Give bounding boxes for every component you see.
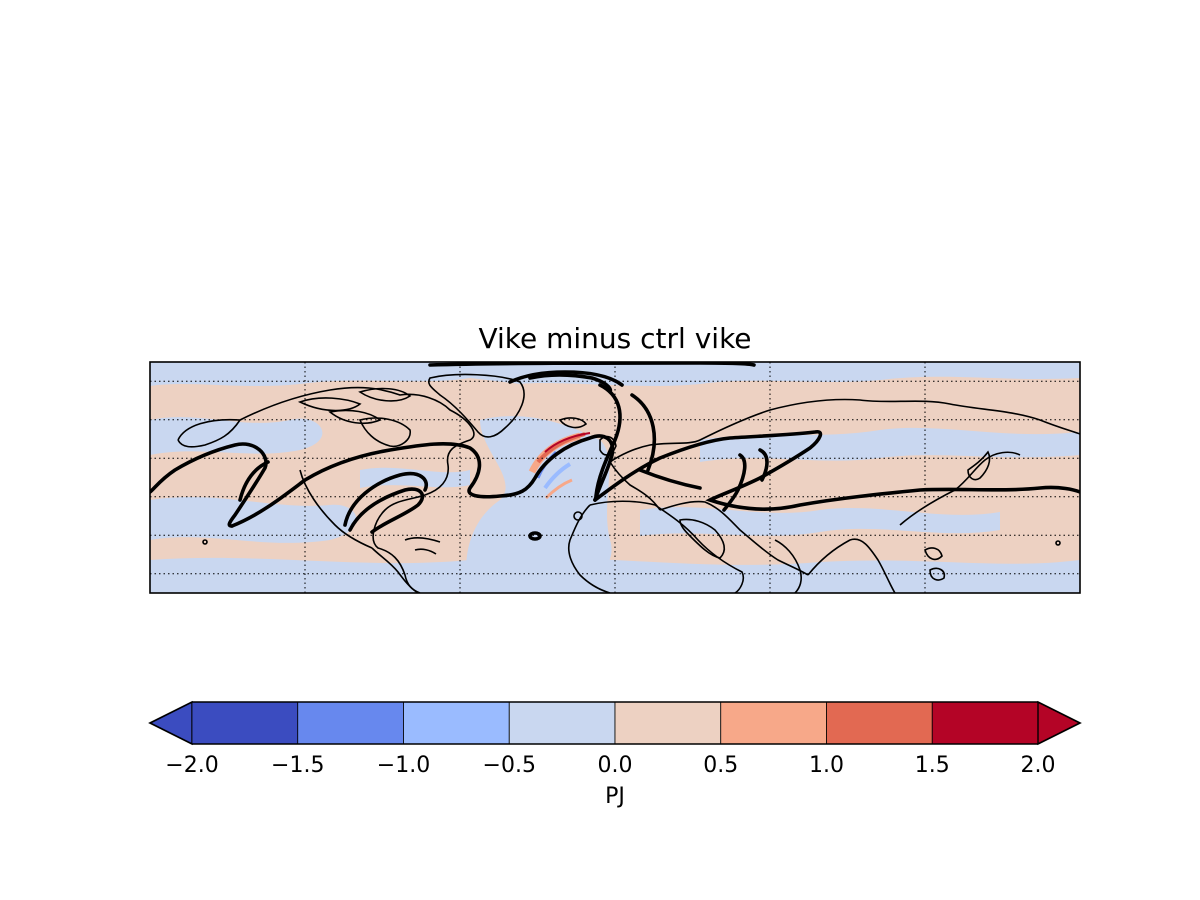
jet-contour [343,471,428,527]
colorbar: −2.0 −1.5 −1.0 −0.5 0.0 0.5 1.0 1.5 2.0 [148,700,1082,778]
negative-anomaly-region [640,507,1000,536]
colorbar-segment [931,701,1039,745]
jet-contours [150,362,1080,541]
jet-contour [593,429,1080,511]
colorbar-tick-label: −1.0 [377,753,430,778]
map-panel [149,361,1081,594]
colorbar-tick-label: 0.0 [598,753,633,778]
jet-contour [508,370,624,387]
positive-anomaly-streak [544,478,573,500]
colorbar-tick-label: −0.5 [483,753,536,778]
map-gridlines [150,362,1080,593]
map-frame [149,361,1081,594]
colorbar-tick-label: −2.0 [165,753,218,778]
negative-anomaly-region [700,427,1080,462]
colorbar-segment [297,701,404,745]
colorbar-segment [614,701,722,745]
colorbar-tick-label: −1.5 [271,753,324,778]
colorbar-tick-label: 1.0 [809,753,844,778]
jet-contour [428,362,756,367]
colorbar-segments [148,700,1082,746]
negative-anomaly-region [150,497,357,543]
jet-contour [348,487,425,534]
colorbar-tick-label: 2.0 [1021,753,1056,778]
jet-contour [638,468,702,490]
jet-contour [230,434,615,528]
colorbar-segment [191,701,299,745]
colorbar-tick-label: 0.5 [703,753,738,778]
jet-contour [150,442,268,528]
chart-title: Vike minus ctrl vike [478,322,752,355]
jet-contour [528,373,613,394]
colorbar-segment [720,701,827,745]
colorbar-outline [148,701,1082,745]
strong-positive-anomaly-streak [544,432,591,453]
colorbar-segment [508,701,616,745]
colorbar-extend-over [1037,700,1082,746]
jet-contour [630,393,656,472]
negative-anomaly-region [150,417,323,455]
jet-contour [758,448,769,482]
negative-anomaly-streak [543,462,572,490]
colorbar-extend-under [148,700,193,746]
negative-anomaly-region [466,416,612,593]
jet-contour [722,453,747,512]
jet-contour [528,531,542,541]
colorbar-segment [826,701,933,745]
colorbar-label: PJ [605,784,625,809]
colorbar-tick-labels: −2.0 −1.5 −1.0 −0.5 0.0 0.5 1.0 1.5 2.0 [165,753,1055,778]
colorbar-tick-label: 1.5 [915,753,950,778]
jet-contour [238,460,270,502]
negative-anomaly-region [150,557,1080,593]
negative-anomaly-region [150,362,1080,386]
negative-anomaly-region [360,467,470,488]
colorbar-segment [403,701,510,745]
